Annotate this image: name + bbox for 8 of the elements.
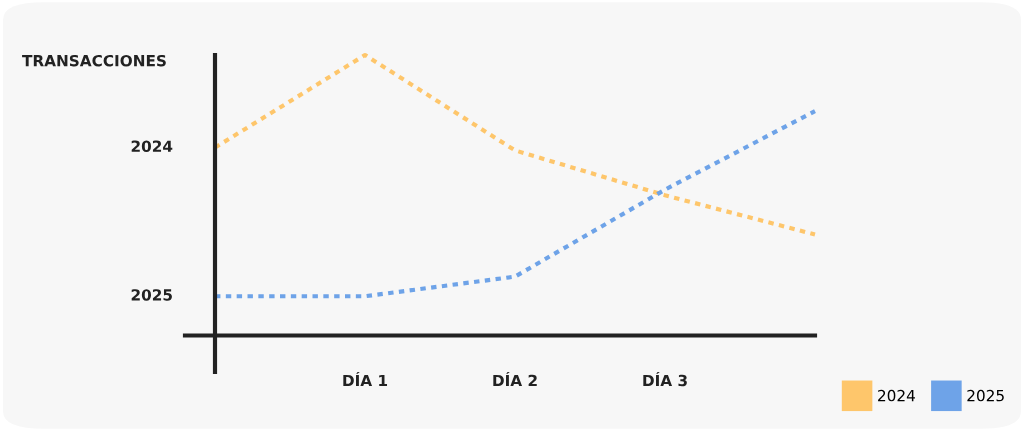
- y-axis-title: TRANSACCIONES: [22, 54, 166, 67]
- x-tick-label: DÍA 3: [643, 371, 687, 387]
- x-tick-label: DÍA 1: [343, 371, 388, 387]
- x-tick-label: DÍA 2: [493, 371, 537, 387]
- text: 2025: [131, 289, 172, 301]
- text: 2024: [131, 140, 173, 153]
- legend-label: 2025: [967, 389, 1004, 402]
- legend-label: 2024: [878, 389, 915, 402]
